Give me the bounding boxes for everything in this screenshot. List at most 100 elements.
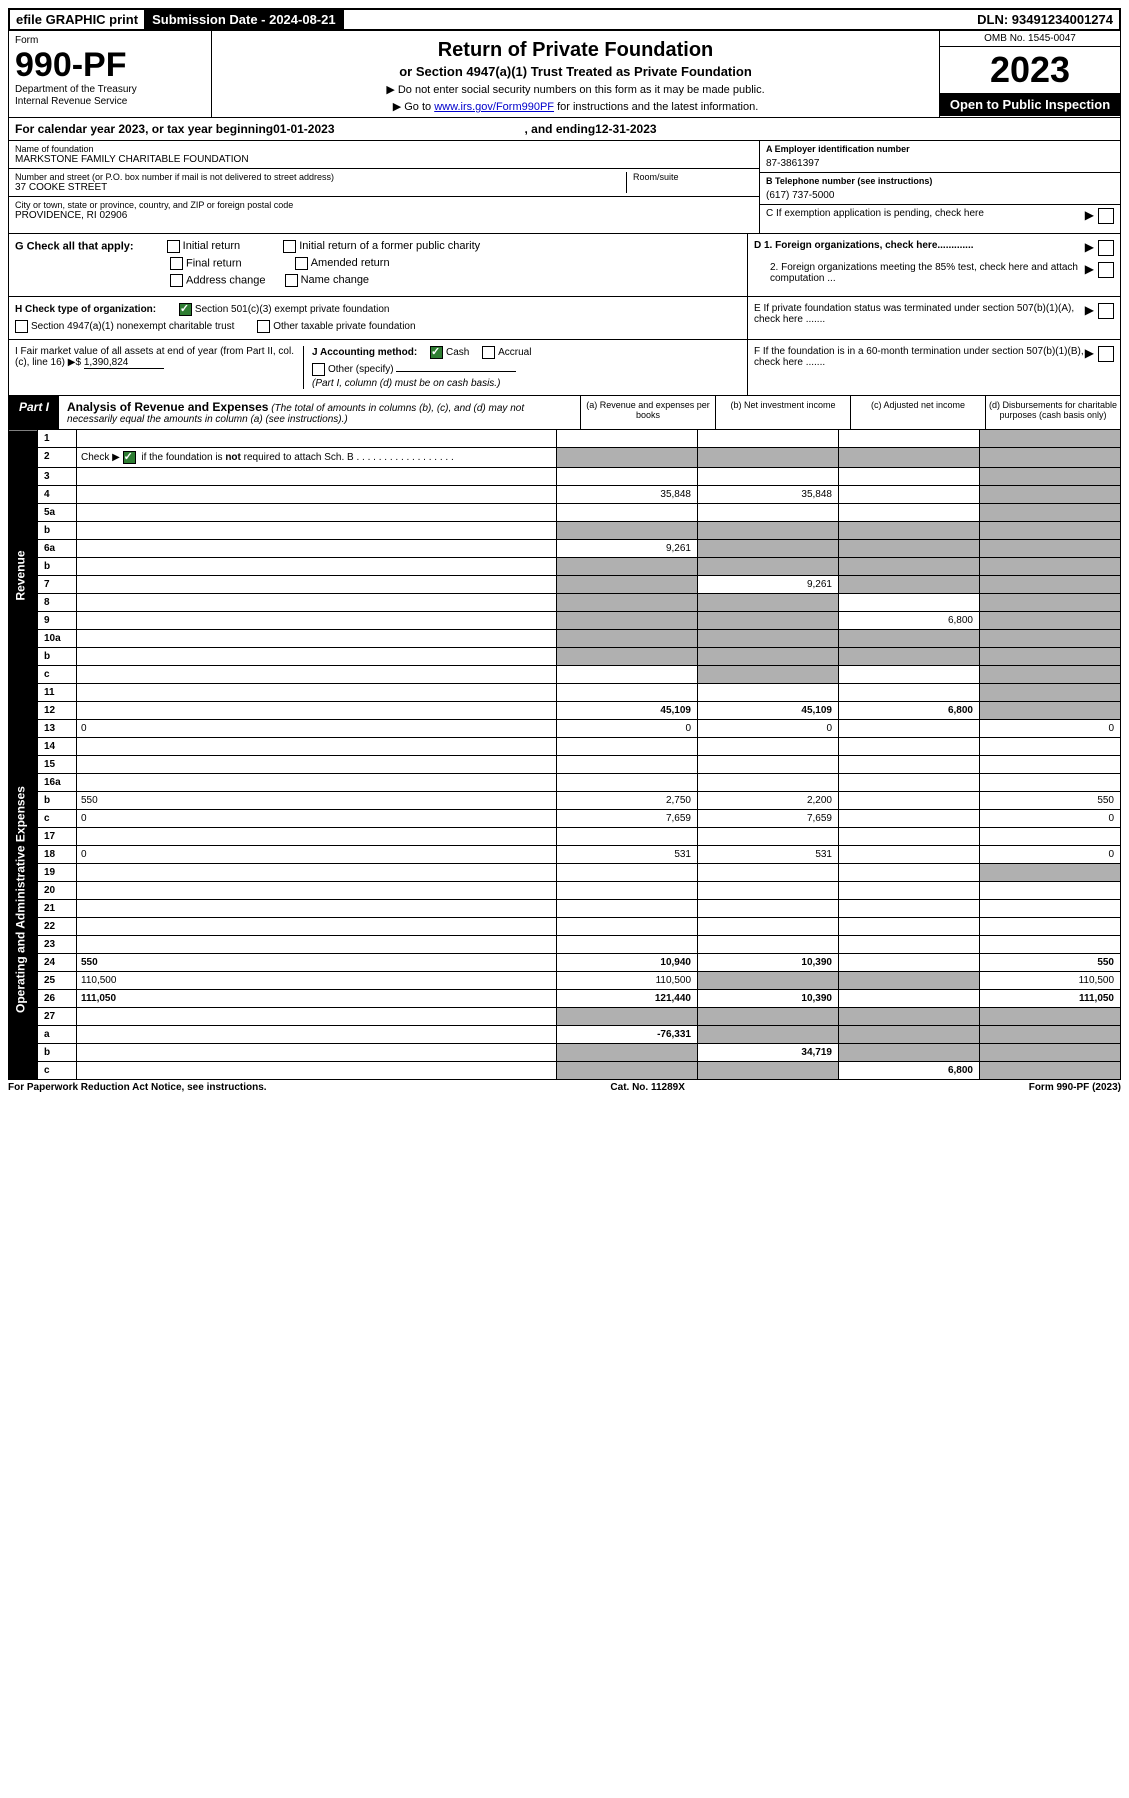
line-description: 550	[77, 954, 557, 972]
cell-value	[839, 522, 980, 540]
cell-value	[557, 882, 698, 900]
cell-value: 6,800	[839, 702, 980, 720]
line-description	[77, 468, 557, 486]
line-number: 22	[38, 918, 77, 936]
line-description: 110,500	[77, 972, 557, 990]
header-right: OMB No. 1545-0047 2023 Open to Public In…	[939, 31, 1120, 117]
fmv-value: 1,390,824	[84, 357, 164, 369]
cell-value	[557, 1008, 698, 1026]
checkbox-other-taxable[interactable]	[257, 320, 270, 333]
cell-value	[698, 918, 839, 936]
table-row: c07,6597,6590	[9, 810, 1121, 828]
line-number: 8	[38, 594, 77, 612]
line-description	[77, 666, 557, 684]
h-section: H Check type of organization: Section 50…	[8, 297, 1121, 340]
checkbox-c[interactable]	[1098, 208, 1114, 224]
line-description	[77, 486, 557, 504]
cell-value	[698, 828, 839, 846]
cell-value	[839, 756, 980, 774]
checkbox-501c3[interactable]	[179, 303, 192, 316]
cell-value	[980, 486, 1121, 504]
table-row: b	[9, 522, 1121, 540]
cell-value	[698, 864, 839, 882]
line-description: 0	[77, 846, 557, 864]
form-label: Form	[15, 35, 205, 46]
table-row: 1245,10945,1096,800	[9, 702, 1121, 720]
cell-value	[980, 918, 1121, 936]
table-row: 20	[9, 882, 1121, 900]
table-row: 22	[9, 918, 1121, 936]
phone-cell: B Telephone number (see instructions) (6…	[760, 173, 1120, 205]
cell-value	[839, 448, 980, 468]
line-number: c	[38, 666, 77, 684]
cell-value	[698, 558, 839, 576]
checkbox-f[interactable]	[1098, 346, 1114, 362]
address-cell: Number and street (or P.O. box number if…	[9, 169, 759, 197]
cell-value	[698, 504, 839, 522]
efile-label[interactable]: efile GRAPHIC print	[10, 10, 144, 29]
cell-value: -76,331	[557, 1026, 698, 1044]
checkbox-address-change[interactable]	[170, 274, 183, 287]
omb-number: OMB No. 1545-0047	[940, 31, 1120, 47]
arrow-icon: ▶	[1085, 346, 1094, 360]
checkbox-e[interactable]	[1098, 303, 1114, 319]
cell-value	[557, 448, 698, 468]
table-row: 15	[9, 756, 1121, 774]
cell-value: 10,940	[557, 954, 698, 972]
cell-value	[839, 468, 980, 486]
table-row: 16a	[9, 774, 1121, 792]
line-number: 3	[38, 468, 77, 486]
line-description	[77, 900, 557, 918]
checkbox-amended[interactable]	[295, 257, 308, 270]
checkbox-cash[interactable]	[430, 346, 443, 359]
irs-link[interactable]: www.irs.gov/Form990PF	[434, 101, 554, 113]
checkbox-d1[interactable]	[1098, 240, 1114, 256]
line-description: 0	[77, 810, 557, 828]
table-row: 27	[9, 1008, 1121, 1026]
arrow-icon: ▶	[1085, 208, 1094, 222]
cell-value: 531	[698, 846, 839, 864]
table-row: a-76,331	[9, 1026, 1121, 1044]
line-description	[77, 918, 557, 936]
form-ref: Form 990-PF (2023)	[1029, 1082, 1121, 1093]
line-description	[77, 648, 557, 666]
cell-value: 9,261	[557, 540, 698, 558]
cell-value	[839, 576, 980, 594]
checkbox-other-method[interactable]	[312, 363, 325, 376]
line-number: 6a	[38, 540, 77, 558]
checkbox-d2[interactable]	[1098, 262, 1114, 278]
cell-value	[980, 864, 1121, 882]
tax-year: 2023	[940, 47, 1120, 93]
line-description	[77, 1062, 557, 1080]
line-description	[77, 540, 557, 558]
table-row: 11	[9, 684, 1121, 702]
cell-value	[839, 1044, 980, 1062]
form-subtitle: or Section 4947(a)(1) Trust Treated as P…	[218, 64, 933, 79]
check-section-g: G Check all that apply: Initial return I…	[8, 234, 1121, 297]
checkbox-sch-b[interactable]	[123, 451, 136, 464]
checkbox-name-change[interactable]	[285, 274, 298, 287]
checkbox-initial-return[interactable]	[167, 240, 180, 253]
table-row: b	[9, 558, 1121, 576]
cell-value	[980, 1062, 1121, 1080]
cell-value: 2,200	[698, 792, 839, 810]
checkbox-4947a1[interactable]	[15, 320, 28, 333]
line-number: b	[38, 1044, 77, 1062]
checkbox-accrual[interactable]	[482, 346, 495, 359]
cell-value: 550	[980, 792, 1121, 810]
street-address: 37 COOKE STREET	[15, 182, 626, 193]
identification-grid: Name of foundation MARKSTONE FAMILY CHAR…	[8, 141, 1121, 234]
arrow-icon: ▶	[1085, 240, 1094, 254]
cell-value	[698, 612, 839, 630]
line-number: 10a	[38, 630, 77, 648]
cell-value: 0	[980, 720, 1121, 738]
line-number: 7	[38, 576, 77, 594]
col-header-d: (d) Disbursements for charitable purpose…	[985, 396, 1120, 429]
checkbox-final-return[interactable]	[170, 257, 183, 270]
cell-value	[557, 1062, 698, 1080]
line-number: 15	[38, 756, 77, 774]
line-description	[77, 702, 557, 720]
line-number: c	[38, 1062, 77, 1080]
cell-value	[980, 936, 1121, 954]
checkbox-former-charity[interactable]	[283, 240, 296, 253]
